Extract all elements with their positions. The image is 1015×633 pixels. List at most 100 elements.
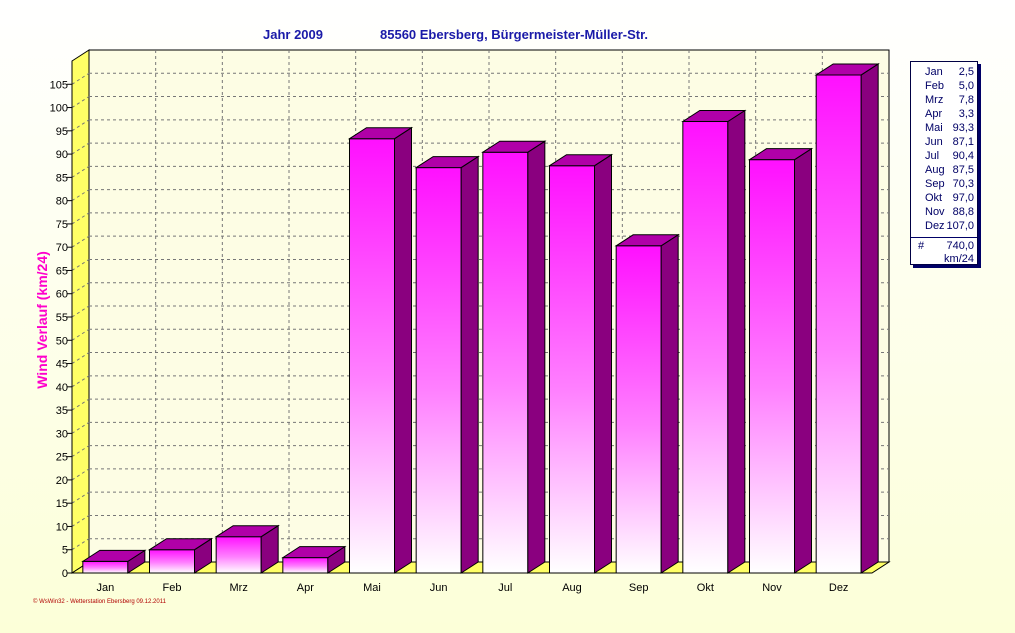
x-tick-label: Mrz [230, 582, 248, 594]
x-tick-label: Jan [96, 582, 114, 594]
bar-top [147, 538, 214, 551]
legend-value: 87,5 [952, 164, 974, 176]
legend-value: 107,0 [946, 220, 974, 232]
legend-value: 70,3 [952, 178, 974, 190]
bar-top [414, 156, 480, 169]
bar-side [860, 63, 879, 574]
x-tick-label: Okt [697, 582, 714, 594]
chart-subtitle: 85560 Ebersberg, Bürgermeister-Müller-St… [380, 27, 649, 42]
legend-month: Apr [925, 108, 943, 120]
left-wall [71, 49, 90, 574]
legend-row: Jun 87,1 [911, 135, 977, 149]
legend-value: 2,5 [958, 66, 974, 78]
legend-row: Aug 87,5 [911, 163, 977, 177]
legend-total-value: 740,0 [946, 240, 974, 252]
x-tick-label: Aug [562, 582, 582, 594]
y-tick-label: 95 [56, 126, 68, 138]
legend-row: Feb 5,0 [911, 79, 977, 93]
legend-month: Dez [925, 220, 945, 232]
bar-side [594, 153, 612, 574]
bar-front [482, 151, 529, 574]
y-tick-label: 10 [56, 521, 68, 533]
legend-value: 3,3 [958, 108, 974, 120]
bar-front [749, 159, 795, 574]
x-tick-label: Sep [629, 582, 649, 594]
legend-month: Okt [925, 192, 943, 204]
y-tick-label: 75 [56, 219, 68, 231]
legend-month: Jun [925, 136, 943, 148]
bar-top [481, 140, 547, 153]
bar-top [214, 525, 280, 538]
bar-side [460, 155, 479, 574]
y-tick-label: 50 [56, 335, 68, 347]
bar-front [682, 121, 729, 574]
y-tick-label: 35 [56, 405, 68, 417]
legend-month: Aug [925, 164, 945, 176]
legend-row: Dez 107,0 [911, 219, 977, 233]
bar-front [415, 167, 462, 574]
y-tick-label: 70 [56, 242, 68, 254]
y-tick-label: 60 [56, 289, 68, 301]
bar-front [215, 536, 262, 574]
bar-okt [681, 109, 747, 574]
legend-value: 87,1 [952, 136, 974, 148]
legend-value: 97,0 [952, 192, 974, 204]
legend-divider [911, 237, 977, 238]
y-tick-label: 55 [56, 312, 68, 324]
bar-front [149, 549, 195, 574]
y-tick-label: 85 [56, 172, 68, 184]
y-tick-label: 20 [56, 475, 68, 487]
legend-row: Mai 93,3 [911, 121, 977, 135]
bar-top [614, 234, 680, 247]
bar-top [747, 148, 814, 161]
bar-sep [614, 233, 680, 574]
legend-value: 90,4 [952, 150, 974, 162]
chart-title: Jahr 2009 [263, 27, 323, 42]
legend-unit: km/24 [944, 253, 974, 265]
x-tick-label: Feb [163, 582, 182, 594]
bar-nov [747, 147, 814, 574]
y-tick-label: 90 [56, 149, 68, 161]
x-tick-label: Nov [762, 582, 782, 594]
bar-jun [414, 155, 480, 574]
legend-value: 88,8 [952, 206, 974, 218]
legend-row: Nov 88,8 [911, 205, 977, 219]
y-tick-label: 45 [56, 359, 68, 371]
legend-month: Feb [925, 80, 944, 92]
bar-side [660, 233, 679, 574]
bar-side [527, 140, 546, 574]
bar-side [727, 109, 746, 574]
y-tick-label: 5 [62, 545, 68, 557]
bar-top [547, 154, 614, 167]
legend-value: 5,0 [958, 80, 974, 92]
footer-credit: © WsWin32 - Wetterstation Ebersberg 09.1… [33, 599, 166, 605]
legend-value: 7,8 [958, 94, 974, 106]
legend-row: Mrz 7,8 [911, 93, 977, 107]
bar-mrz [214, 524, 280, 574]
y-axis-label: Wind Verlauf (km/24) [34, 251, 50, 389]
legend-box: Jan 2,5 Feb 5,0 Mrz 7,8 Apr 3,3 Mai 93,3 Jun 87,1 Ju… [910, 61, 978, 265]
bar-jan [81, 549, 147, 574]
x-tick-label: Jul [498, 582, 512, 594]
legend-row: Jul 90,4 [911, 149, 977, 163]
legend-month: Sep [925, 178, 945, 190]
legend-row: Sep 70,3 [911, 177, 977, 191]
bar-top [681, 110, 747, 123]
bar-mai [347, 126, 414, 574]
x-tick-label: Dez [829, 582, 849, 594]
x-tick-label: Apr [297, 582, 314, 594]
bar-front [815, 74, 862, 574]
legend-row: Okt 97,0 [911, 191, 977, 205]
legend-value: 93,3 [952, 122, 974, 134]
legend-row: Apr 3,3 [911, 107, 977, 121]
y-tick-label: 40 [56, 382, 68, 394]
legend-month: Mrz [925, 94, 944, 106]
legend-month: Nov [925, 206, 945, 218]
y-tick-label: 30 [56, 428, 68, 440]
bar-dez [814, 63, 880, 574]
bar-jul [481, 140, 547, 574]
bar-front [615, 245, 662, 574]
x-tick-label: Jun [430, 582, 448, 594]
bar-top [81, 549, 147, 562]
